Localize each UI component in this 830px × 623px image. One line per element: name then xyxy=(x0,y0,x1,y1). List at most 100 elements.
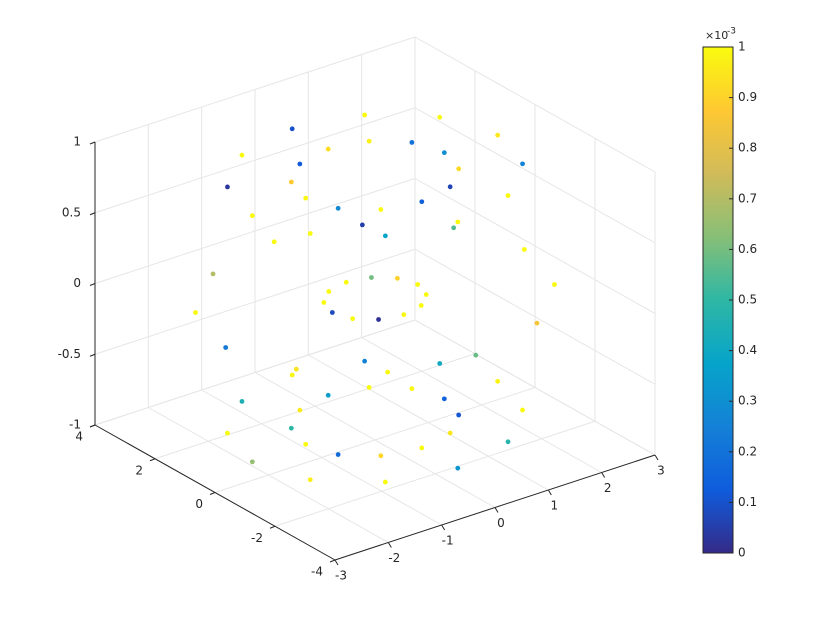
point xyxy=(409,386,415,392)
y-tick-label: -2 xyxy=(251,531,263,545)
colorbar: 0 0.1 0.2 0.3 0.4 0.5 0.6 0.7 0.8 0.9 1 ×10-3 xyxy=(702,27,757,560)
point xyxy=(350,316,355,322)
point xyxy=(505,439,511,445)
point xyxy=(378,207,384,212)
point xyxy=(419,445,425,451)
point xyxy=(288,179,294,185)
colorbar-tick-label: 0.3 xyxy=(738,394,757,408)
colorbar-tick-label: 0.9 xyxy=(738,90,757,104)
x-axis xyxy=(334,454,656,561)
point xyxy=(249,459,255,465)
point xyxy=(223,345,229,350)
z-tick-label: 0 xyxy=(73,276,81,290)
point xyxy=(520,407,525,413)
point xyxy=(401,312,407,318)
point xyxy=(329,310,335,315)
point xyxy=(456,412,462,418)
y-tick xyxy=(329,559,336,563)
point xyxy=(362,358,368,364)
point xyxy=(378,453,384,459)
grid-line xyxy=(414,248,656,385)
point xyxy=(369,275,374,280)
z-tick xyxy=(89,353,96,357)
point xyxy=(415,282,421,287)
grid-line xyxy=(214,387,536,493)
colorbar-tick-label: 0 xyxy=(738,546,746,560)
point xyxy=(534,320,540,326)
colorbar-exponent: -3 xyxy=(727,27,736,37)
x-tick-label: -3 xyxy=(335,569,347,583)
grid-line xyxy=(154,353,476,460)
point xyxy=(289,372,295,378)
grid-line xyxy=(94,36,416,143)
z-tick-label: 0.5 xyxy=(62,205,81,219)
point xyxy=(495,132,501,138)
point xyxy=(456,166,462,172)
point xyxy=(297,407,303,413)
x-tick xyxy=(387,542,392,548)
x-tick xyxy=(441,524,446,531)
colorbar-multiplier: ×10 xyxy=(705,29,728,42)
point xyxy=(303,441,309,447)
z-tick xyxy=(89,141,96,145)
x-tick-label: -1 xyxy=(442,534,454,548)
colorbar-tick-label: 0.8 xyxy=(738,141,757,155)
point xyxy=(239,152,245,158)
point xyxy=(441,150,447,156)
point xyxy=(418,303,424,308)
grid-line xyxy=(414,319,656,456)
point xyxy=(385,369,391,375)
point xyxy=(335,205,341,211)
colorbar-tick-label: 0.1 xyxy=(738,495,757,509)
point xyxy=(249,213,255,219)
y-tick xyxy=(209,492,216,495)
point xyxy=(437,361,443,366)
point xyxy=(447,184,453,190)
point xyxy=(303,195,309,201)
grid-line xyxy=(94,107,416,214)
y-tick-label: 4 xyxy=(75,430,83,444)
point xyxy=(307,477,313,483)
point xyxy=(321,300,327,305)
y-tick-label: 0 xyxy=(195,497,203,511)
z-tick xyxy=(89,283,96,286)
point xyxy=(297,161,303,167)
point xyxy=(193,310,198,315)
point xyxy=(239,398,245,404)
z-tick-label: -1 xyxy=(69,418,81,432)
point xyxy=(382,233,388,239)
colorbar-tick-label: 0.2 xyxy=(738,444,757,458)
point xyxy=(359,222,365,228)
x-tick-label: 1 xyxy=(551,499,559,513)
point xyxy=(326,289,332,294)
x-tick xyxy=(654,454,659,461)
point xyxy=(473,352,479,358)
point xyxy=(495,378,501,384)
point xyxy=(455,465,461,471)
point xyxy=(451,225,457,231)
point xyxy=(335,452,341,457)
colorbar-tick-label: 1 xyxy=(738,40,746,54)
x-tick-label: 3 xyxy=(657,464,665,478)
point xyxy=(505,193,511,199)
x-tick xyxy=(494,507,499,513)
point xyxy=(325,392,331,398)
point xyxy=(343,279,349,285)
y-tick-label: -4 xyxy=(311,565,323,579)
point xyxy=(409,140,415,145)
point xyxy=(447,430,453,436)
point xyxy=(441,396,447,402)
z-tick-label: -0.5 xyxy=(58,347,81,361)
point xyxy=(225,184,230,190)
y-axis xyxy=(94,424,336,561)
point xyxy=(382,479,388,485)
x-tick xyxy=(547,489,552,496)
z-tick xyxy=(89,212,96,216)
x-tick-label: 0 xyxy=(497,516,505,530)
grid-line xyxy=(414,107,656,244)
point xyxy=(552,282,557,287)
point xyxy=(395,275,400,281)
points-layer xyxy=(193,112,557,485)
x-tick-label: 2 xyxy=(604,481,612,495)
